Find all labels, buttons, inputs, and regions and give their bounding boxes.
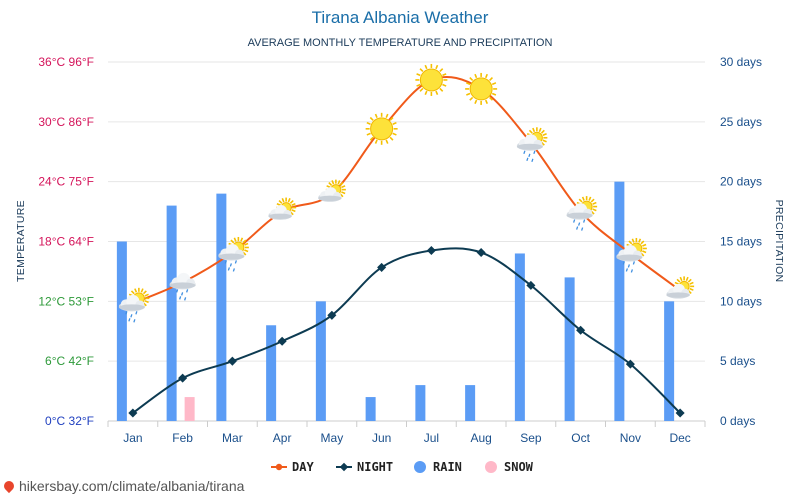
- precipitation-axis-title: PRECIPITATION: [773, 200, 785, 283]
- rain-bar: [365, 397, 376, 421]
- temperature-tick-label: 6°C 42°F: [45, 354, 94, 368]
- rain-bar: [514, 253, 525, 421]
- legend-item-rain: RAIN: [414, 460, 462, 474]
- night-temperature-line: [132, 247, 681, 414]
- temperature-tick-label: 30°C 86°F: [38, 115, 94, 129]
- night-point: [178, 373, 188, 383]
- precipitation-tick-label: 0 days: [720, 414, 755, 428]
- month-label: Apr: [273, 431, 292, 445]
- night-point: [675, 408, 685, 418]
- month-label: Jan: [123, 431, 142, 445]
- rain-sun-icon: [218, 236, 249, 272]
- night-point: [277, 336, 287, 346]
- rain-bar: [614, 181, 625, 421]
- month-label: May: [321, 431, 344, 445]
- legend-label: DAY: [292, 460, 314, 474]
- temperature-tick-label: 12°C 53°F: [38, 294, 94, 308]
- chart-subtitle: AVERAGE MONTHLY TEMPERATURE AND PRECIPIT…: [248, 37, 553, 49]
- precipitation-tick-label: 5 days: [720, 354, 755, 368]
- rain-icon: [169, 272, 196, 301]
- night-point: [227, 356, 237, 366]
- snow-bar: [184, 397, 195, 421]
- rain-sun-icon: [516, 127, 548, 162]
- legend-label: SNOW: [504, 460, 534, 474]
- precipitation-bars: [116, 181, 675, 421]
- sun-icon: [365, 112, 398, 145]
- chart-title: Tirana Albania Weather: [312, 8, 489, 27]
- legend: DAY NIGHT RAIN SNOW: [271, 460, 534, 474]
- precipitation-tick-label: 30 days: [720, 55, 762, 69]
- month-label: Aug: [470, 431, 491, 445]
- temperature-axis: 0°C 32°F 6°C 42°F 12°C 53°F 18°C 64°F 24°C 7…: [38, 55, 94, 428]
- precipitation-tick-label: 20 days: [720, 175, 762, 189]
- cloud-sun-icon: [268, 197, 297, 220]
- night-point: [128, 408, 138, 418]
- precipitation-tick-label: 10 days: [720, 294, 762, 308]
- temperature-tick-label: 24°C 75°F: [38, 175, 94, 189]
- rain-bar: [664, 301, 675, 421]
- gridlines: [107, 61, 706, 427]
- month-label: Jun: [372, 431, 391, 445]
- legend-item-day: DAY: [271, 460, 314, 474]
- temperature-tick-label: 18°C 64°F: [38, 235, 94, 249]
- month-label: Mar: [222, 431, 243, 445]
- rain-bar: [465, 385, 476, 421]
- cloud-sun-icon: [318, 179, 346, 202]
- precipitation-tick-label: 25 days: [720, 115, 762, 129]
- legend-label: NIGHT: [357, 460, 393, 474]
- rain-bar: [166, 205, 177, 421]
- rain-sun-icon: [118, 287, 150, 323]
- month-label: Dec: [669, 431, 690, 445]
- legend-item-snow: SNOW: [485, 460, 534, 474]
- sun-icon: [415, 63, 448, 96]
- precipitation-axis: 0 days 5 days 10 days 15 days 20 days 25 days…: [720, 55, 762, 428]
- day-temperature-line: [132, 76, 681, 305]
- temperature-tick-label: 0°C 32°F: [45, 414, 94, 428]
- month-axis: Jan Feb Mar Apr May Jun Jul Aug Sep Oct Nov Dec: [123, 431, 691, 445]
- temperature-axis-title: TEMPERATURE: [15, 200, 27, 282]
- rain-bar: [564, 277, 575, 421]
- night-point: [426, 245, 436, 256]
- legend-label: RAIN: [433, 460, 462, 474]
- location-pin-icon: [1, 478, 17, 494]
- legend-item-night: NIGHT: [336, 460, 393, 474]
- source-link[interactable]: hikersbay.com/climate/albania/tirana: [19, 478, 245, 494]
- temperature-lines: [128, 76, 685, 418]
- weather-icons: [118, 63, 695, 323]
- month-label: Oct: [571, 431, 590, 445]
- temperature-tick-label: 36°C 96°F: [38, 55, 94, 69]
- rain-bar: [116, 241, 127, 421]
- night-point: [625, 359, 635, 369]
- cloud-sun-icon: [666, 276, 695, 299]
- source-footer: hikersbay.com/climate/albania/tirana: [1, 478, 245, 494]
- rain-bar: [216, 193, 227, 421]
- rain-sun-icon: [616, 237, 647, 273]
- sun-icon: [465, 72, 498, 105]
- month-label: Nov: [620, 431, 641, 445]
- night-point: [476, 247, 486, 257]
- rain-bar: [315, 301, 326, 421]
- month-label: Jul: [424, 431, 439, 445]
- precipitation-tick-label: 15 days: [720, 235, 762, 249]
- month-label: Feb: [172, 431, 193, 445]
- rain-sun-icon: [566, 196, 598, 231]
- rain-bar: [415, 385, 426, 421]
- month-label: Sep: [520, 431, 542, 445]
- rain-bar: [266, 325, 277, 421]
